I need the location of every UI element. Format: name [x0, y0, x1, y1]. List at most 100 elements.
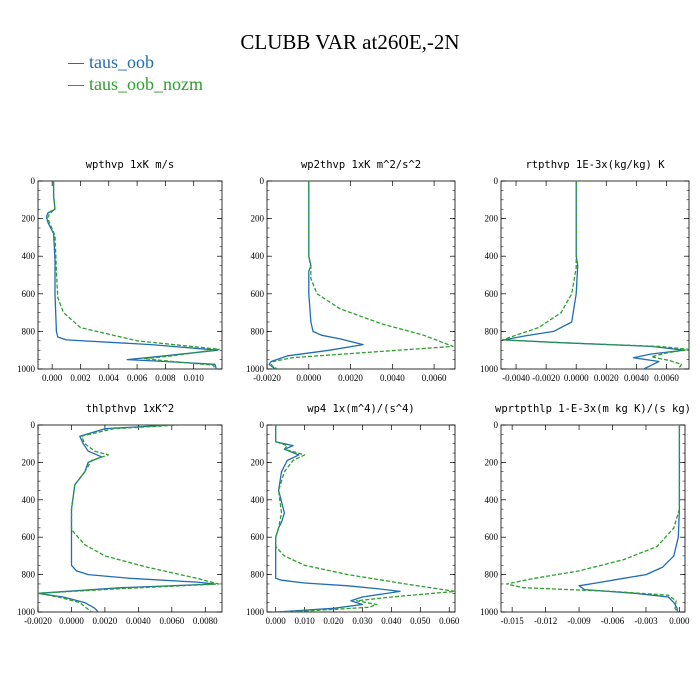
series-group — [268, 181, 454, 369]
x-tick-label: -0.0020 — [253, 373, 281, 383]
y-tick-label: 600 — [251, 532, 265, 542]
y-tick-label: 200 — [251, 457, 265, 467]
legend-label: taus_oob_nozm — [89, 74, 203, 94]
x-tick-label: 0.0040 — [126, 616, 151, 626]
x-tick-label: -0.015 — [501, 616, 525, 626]
y-tick-label: 0 — [260, 420, 265, 430]
x-tick-label: -0.003 — [634, 616, 658, 626]
panel-title: wpthvp 1xK m/s — [86, 159, 175, 171]
series-group — [45, 181, 220, 369]
y-tick-label: 400 — [251, 251, 265, 261]
legend-swatch-blue — [68, 63, 84, 65]
y-tick-label: 0 — [494, 176, 499, 186]
y-tick-label: 1000 — [246, 607, 265, 617]
series-group — [505, 425, 681, 612]
x-tick-label: -0.009 — [567, 616, 591, 626]
x-tick-label: 0.006 — [127, 373, 148, 383]
x-tick-label: 0.0000 — [564, 373, 589, 383]
series-line-taus-oob-nozm — [501, 181, 689, 369]
plot-frame — [37, 180, 223, 370]
series-line-taus-oob-nozm — [38, 425, 220, 612]
y-tick-label: 400 — [251, 495, 265, 505]
x-tick-label: 0.002 — [70, 373, 90, 383]
panel-title: wprtpthlp 1-E-3x(m kg K)/(s kg) — [495, 403, 691, 415]
chart-panel: rtpthvp 1E-3x(kg/kg) K02004006008001000-… — [480, 159, 690, 383]
series-line-taus-oob-nozm — [47, 181, 220, 369]
x-tick-label: 0.050 — [410, 616, 431, 626]
x-tick-label: -0.0020 — [24, 616, 52, 626]
x-tick-label: 0.000 — [669, 616, 690, 626]
series-line-taus-oob — [275, 425, 401, 612]
series-line-taus-oob-nozm — [505, 425, 681, 612]
y-tick-label: 600 — [22, 289, 36, 299]
x-tick-label: 0.060 — [439, 616, 460, 626]
x-tick-label: -0.0040 — [502, 373, 530, 383]
y-tick-label: 600 — [22, 532, 36, 542]
x-tick-label: -0.012 — [534, 616, 557, 626]
panel-title: thlpthvp 1xK^2 — [86, 403, 175, 415]
chart-panel: wprtpthlp 1-E-3x(m kg K)/(s kg) 0 200 400 60… — [480, 403, 691, 626]
y-tick-label: 600 — [251, 289, 265, 299]
x-tick-label: 0.040 — [381, 616, 402, 626]
x-tick-label: -0.0020 — [532, 373, 560, 383]
x-tick-label: 0.0060 — [654, 373, 679, 383]
series-group — [38, 425, 220, 612]
x-tick-label: 0.0020 — [594, 373, 619, 383]
y-tick-label: 800 — [251, 326, 265, 336]
legend-swatch-green — [68, 85, 84, 87]
y-tick-label: 800 — [485, 570, 499, 580]
y-tick-label: 800 — [22, 570, 36, 580]
plot-frame — [37, 424, 223, 613]
series-line-taus-oob-nozm — [270, 181, 454, 369]
y-tick-label: 1000 — [480, 607, 499, 617]
legend-label: taus_oob — [89, 52, 154, 72]
series-line-taus-oob — [45, 181, 219, 369]
x-tick-label: 0.0060 — [159, 616, 184, 626]
plot-frame — [266, 180, 456, 370]
x-tick-label: 0.010 — [294, 616, 315, 626]
x-tick-label: 0.0000 — [59, 616, 84, 626]
x-tick-label: 0.0080 — [193, 616, 218, 626]
y-tick-label: 0 — [31, 420, 36, 430]
legend-entry-taus-oob: taus_oob — [68, 52, 154, 73]
x-tick-label: -0.006 — [601, 616, 625, 626]
x-tick-label: 0.008 — [155, 373, 176, 383]
x-tick-label: 0.020 — [323, 616, 344, 626]
legend-entry-taus-oob-nozm: taus_oob_nozm — [68, 74, 203, 95]
chart-panel: wp2thvp 1xK m^2/s^2 0 200 400 600 800 1000-0.0… — [246, 159, 456, 383]
x-tick-label: 0.0020 — [338, 373, 363, 383]
series-line-taus-oob — [38, 425, 216, 612]
x-tick-label: 0.0040 — [380, 373, 405, 383]
x-tick-label: 0.0020 — [93, 616, 118, 626]
y-tick-label: 1000 — [17, 607, 36, 617]
y-tick-label: 200 — [22, 457, 36, 467]
x-tick-label: 0.030 — [352, 616, 373, 626]
chart-panel: wpthvp 1xK m/s 0 200 400 600 800 1000 0.000 0.00… — [17, 159, 223, 383]
x-tick-label: 0.004 — [99, 373, 120, 383]
y-tick-label: 200 — [485, 214, 499, 224]
figure-title: CLUBB VAR at260E,-2N — [240, 30, 460, 54]
series-group — [275, 425, 455, 612]
y-tick-label: 200 — [251, 214, 265, 224]
series-line-taus-oob — [268, 181, 364, 369]
x-tick-label: 0.010 — [184, 373, 205, 383]
y-tick-label: 0 — [31, 176, 36, 186]
panel-title: wp2thvp 1xK m^2/s^2 — [301, 159, 421, 171]
x-tick-label: 0.000 — [266, 616, 287, 626]
x-tick-label: 0.0000 — [296, 373, 321, 383]
y-tick-label: 0 — [260, 176, 265, 186]
y-tick-label: 0 — [494, 420, 499, 430]
y-tick-label: 200 — [485, 457, 499, 467]
chart-panel: thlpthvp 1xK^2 0 200 400 600 800 1000-0.0020 0.… — [17, 403, 223, 626]
series-line-taus-oob-nozm — [275, 425, 455, 612]
x-tick-label: 0.000 — [42, 373, 63, 383]
panel-title: wp4 1x(m^4)/(s^4) — [307, 403, 414, 415]
y-tick-label: 400 — [22, 251, 36, 261]
y-tick-label: 400 — [485, 251, 499, 261]
y-tick-label: 400 — [485, 495, 499, 505]
x-tick-label: 0.0040 — [624, 373, 649, 383]
y-tick-label: 200 — [22, 214, 36, 224]
y-tick-label: 1000 — [17, 364, 36, 374]
